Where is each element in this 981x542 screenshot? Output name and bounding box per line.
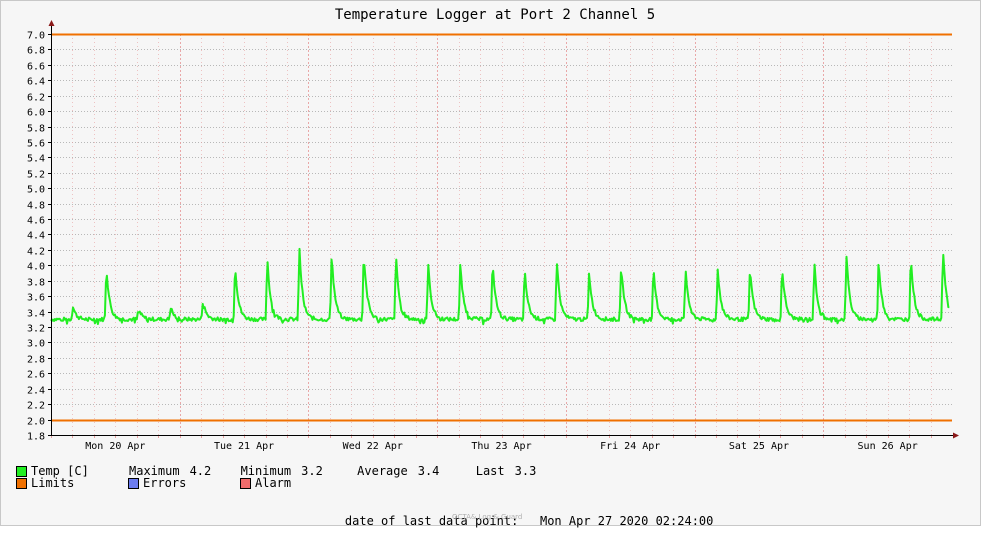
average-label: Average <box>357 464 408 478</box>
minimum-label: Minimum <box>240 464 292 478</box>
legend-row-2: Limits Errors Alarm <box>16 476 291 490</box>
last-data-point: date of last data point: Mon Apr 27 2020… <box>316 500 713 542</box>
y-tick-label: 4.4 <box>27 231 45 242</box>
x-tick-label: Fri 24 Apr <box>600 441 660 452</box>
chart-frame: Temperature Logger at Port 2 Channel 5 1… <box>0 0 981 528</box>
temp-legend-label: Temp [C] <box>31 464 89 478</box>
x-axis-arrow <box>953 432 959 439</box>
last-data-point-value: Mon Apr 27 2020 02:24:00 <box>539 514 714 528</box>
maximum-label: Maximum <box>129 464 180 478</box>
y-tick-label: 5.2 <box>27 170 45 181</box>
chart-title: Temperature Logger at Port 2 Channel 5 <box>335 7 655 23</box>
grid-layer <box>51 34 952 436</box>
series-layer <box>50 247 950 326</box>
x-tick-labels: Mon 20 Apr Tue 21 Apr Wed 22 Apr Thu 23 Apr… <box>85 441 918 452</box>
limit-layer <box>51 33 952 422</box>
y-tick-label: 3.4 <box>27 309 45 320</box>
y-tick-label: 6.8 <box>27 46 45 57</box>
x-tick-label: Tue 21 Apr <box>214 441 274 452</box>
y-tick-label: 5.8 <box>27 124 45 135</box>
y-tick-label: 4.8 <box>27 201 45 212</box>
x-tick-label: Thu 23 Apr <box>471 441 531 452</box>
y-tick-label: 3.0 <box>27 339 45 350</box>
y-tick-label: 3.8 <box>27 278 45 289</box>
y-tick-label: 4.0 <box>27 262 45 273</box>
alarm-swatch <box>240 477 251 489</box>
axis-layer <box>48 20 959 439</box>
y-axis-arrow <box>48 20 55 26</box>
average-value: 3.4 <box>417 464 440 478</box>
y-tick-label: 2.0 <box>27 417 45 428</box>
credit-text: OCTA& Log & Guard <box>452 513 523 521</box>
y-tick-label: 2.4 <box>27 386 45 397</box>
y-tick-label: 4.6 <box>27 216 45 227</box>
last-data-point-label: date of last data point: <box>344 514 519 528</box>
y-tick-label: 3.2 <box>27 324 45 335</box>
y-tick-label: 6.2 <box>27 93 45 104</box>
alarm-legend-label: Alarm <box>255 476 292 490</box>
errors-legend-label: Errors <box>143 476 187 490</box>
y-tick-label: 7.0 <box>27 31 45 42</box>
y-tick-label: 5.6 <box>27 139 45 150</box>
minimum-value: 3.2 <box>301 464 323 478</box>
last-value: 3.3 <box>514 464 537 478</box>
maximum-value: 4.2 <box>189 464 212 478</box>
limits-swatch <box>16 477 27 489</box>
errors-swatch <box>128 477 139 489</box>
temp-series-line <box>50 247 950 326</box>
chart-svg: Temperature Logger at Port 2 Channel 5 1… <box>27 7 959 452</box>
x-tick-label: Sat 25 Apr <box>729 441 789 452</box>
y-tick-labels: 1.8 2.0 2.2 2.4 2.6 2.8 3.0 3.2 3.4 3.6 3.8 4.0 4.2 4… <box>27 31 45 443</box>
y-tick-label: 1.8 <box>27 432 45 443</box>
y-tick-label: 6.6 <box>27 62 45 73</box>
y-tick-label: 6.4 <box>27 77 45 88</box>
x-tick-label: Sun 26 Apr <box>858 441 918 452</box>
y-tick-label: 3.6 <box>27 293 45 304</box>
legend-row-1: Temp [C] Maximum 4.2 Minimum 3.2 Average… <box>16 464 536 478</box>
y-tick-label: 2.6 <box>27 370 45 381</box>
y-tick-label: 4.2 <box>27 247 45 258</box>
x-tick-label: Wed 22 Apr <box>343 441 403 452</box>
last-label: Last <box>475 464 505 478</box>
temp-swatch <box>16 465 27 477</box>
y-tick-label: 2.2 <box>27 401 45 412</box>
y-tick-label: 2.8 <box>27 355 45 366</box>
y-tick-label: 6.0 <box>27 108 45 119</box>
x-tick-label: Mon 20 Apr <box>85 441 145 452</box>
limits-legend-label: Limits <box>31 476 75 490</box>
y-tick-label: 5.4 <box>27 154 45 165</box>
y-tick-label: 5.0 <box>27 185 45 196</box>
